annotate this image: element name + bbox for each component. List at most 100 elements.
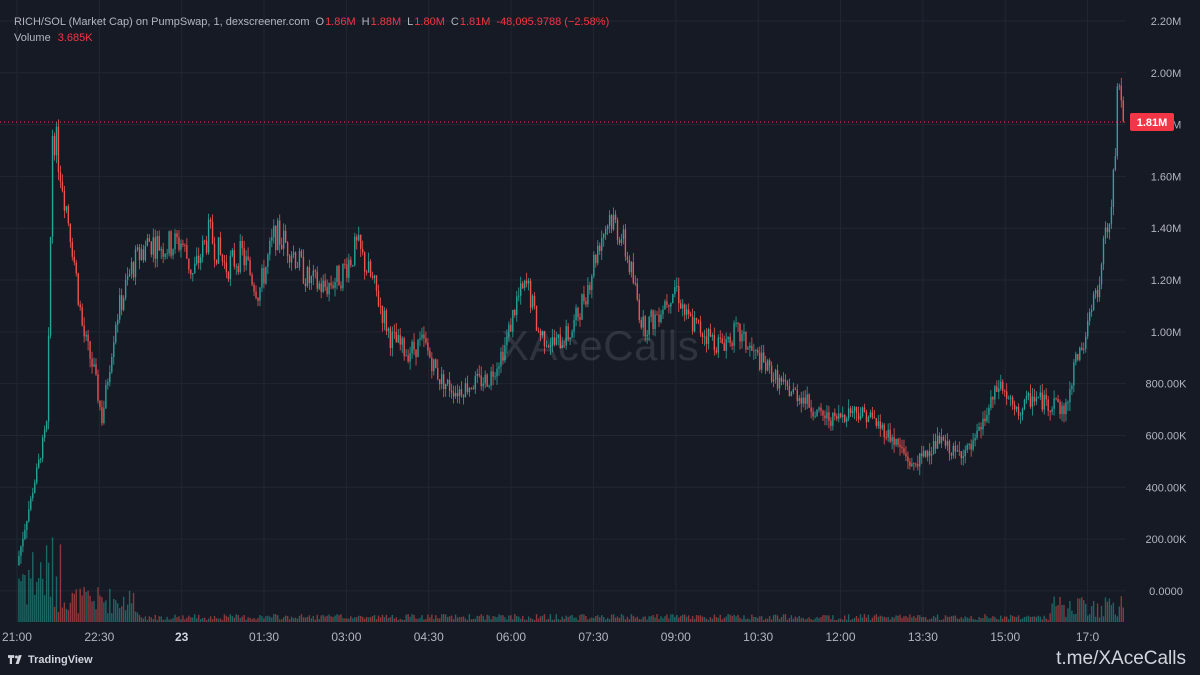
- volume-bar: [245, 619, 247, 622]
- volume-bar: [1063, 604, 1065, 622]
- candle-body: [506, 336, 508, 346]
- candle-body: [911, 463, 913, 467]
- volume-bar: [49, 596, 52, 622]
- volume-bar: [877, 616, 879, 622]
- volume-bar: [928, 619, 931, 622]
- candle-body: [772, 379, 775, 382]
- volume-bar: [820, 617, 822, 622]
- candle-body: [932, 440, 935, 455]
- candle-body: [766, 360, 769, 371]
- volume-bar: [1009, 614, 1012, 622]
- candle-body: [972, 440, 974, 450]
- candle-body: [1004, 390, 1006, 392]
- candle-body: [879, 421, 881, 429]
- candle-body: [286, 242, 289, 256]
- candle-body: [393, 331, 395, 333]
- candle-body: [209, 219, 212, 223]
- volume-bar: [974, 619, 976, 622]
- candle-body: [626, 256, 629, 260]
- volume-bar: [1041, 619, 1043, 622]
- volume-bar: [211, 619, 214, 622]
- candle-body: [460, 389, 463, 396]
- volume-bar: [1055, 606, 1057, 622]
- candle-body: [184, 245, 186, 246]
- volume-bar: [156, 619, 158, 622]
- candle-body: [998, 388, 1000, 392]
- volume-bar: [1027, 615, 1030, 622]
- volume-bar: [654, 617, 656, 622]
- candle-body: [79, 304, 81, 308]
- candle-body: [934, 440, 937, 449]
- candle-body: [612, 214, 615, 230]
- candle-body: [664, 301, 666, 310]
- candle-body: [662, 309, 664, 315]
- volume-bar: [476, 615, 478, 622]
- candle-body: [435, 359, 437, 368]
- candle-body: [43, 429, 46, 438]
- candle-body: [441, 374, 443, 385]
- candle-body: [543, 331, 546, 347]
- volume-bar: [956, 618, 959, 622]
- volume-bar: [446, 616, 449, 622]
- candle-body: [328, 283, 330, 295]
- volume-bar: [237, 615, 239, 622]
- volume-bar: [861, 617, 864, 622]
- volume-bar: [899, 614, 901, 622]
- volume-bar: [466, 619, 469, 622]
- close-label: C: [450, 16, 459, 28]
- volume-bar: [984, 614, 986, 622]
- tradingview-brand[interactable]: TradingView: [8, 654, 93, 666]
- candle-body: [405, 355, 407, 357]
- volume-bar: [563, 618, 565, 622]
- volume-bar: [435, 615, 437, 622]
- candle-body: [504, 345, 506, 361]
- volume-bar: [616, 616, 619, 622]
- volume-bar: [1049, 613, 1051, 622]
- volume-bar: [397, 619, 399, 622]
- volume-bar: [22, 574, 24, 622]
- candle-body: [134, 249, 137, 278]
- candle-body: [802, 397, 804, 404]
- candle-body: [747, 348, 749, 350]
- candle-body: [923, 450, 925, 457]
- volume-bar: [608, 619, 611, 622]
- volume-bar: [685, 616, 688, 622]
- candle-body: [891, 437, 893, 442]
- volume-bar: [38, 577, 40, 622]
- candle-body: [1102, 238, 1105, 265]
- volume-bar: [1059, 596, 1061, 622]
- candle-body: [1075, 354, 1077, 363]
- telegram-link[interactable]: t.me/XAceCalls: [1056, 648, 1186, 669]
- volume-bar: [101, 597, 103, 622]
- candle-body: [842, 415, 844, 418]
- volume-label[interactable]: Volume: [14, 32, 51, 44]
- volume-bar: [591, 617, 593, 622]
- volume-bar: [300, 614, 303, 622]
- candle-body: [454, 393, 457, 397]
- volume-bar: [97, 587, 99, 622]
- candle-body: [391, 331, 394, 349]
- candle-body: [371, 276, 374, 278]
- volume-bar: [887, 616, 889, 622]
- symbol-label[interactable]: RICH/SOL (Market Cap) on PumpSwap, 1, de…: [14, 16, 310, 28]
- candle-body: [606, 225, 609, 229]
- volume-bar: [636, 616, 638, 622]
- candle-body: [113, 342, 115, 357]
- candle-body: [298, 250, 301, 268]
- volume-bar: [776, 615, 779, 622]
- volume-bar: [328, 614, 330, 622]
- candle-body: [632, 262, 635, 284]
- volume-bar: [520, 618, 522, 622]
- volume-bar: [699, 615, 702, 622]
- volume-bar: [936, 614, 939, 622]
- volume-bar: [676, 615, 678, 622]
- candle-body: [314, 270, 316, 272]
- candle-body: [834, 412, 836, 417]
- volume-bar: [666, 614, 668, 622]
- volume-bar: [903, 616, 905, 622]
- volume-bar: [678, 617, 680, 622]
- volume-bar: [802, 617, 804, 622]
- candle-body: [816, 409, 818, 416]
